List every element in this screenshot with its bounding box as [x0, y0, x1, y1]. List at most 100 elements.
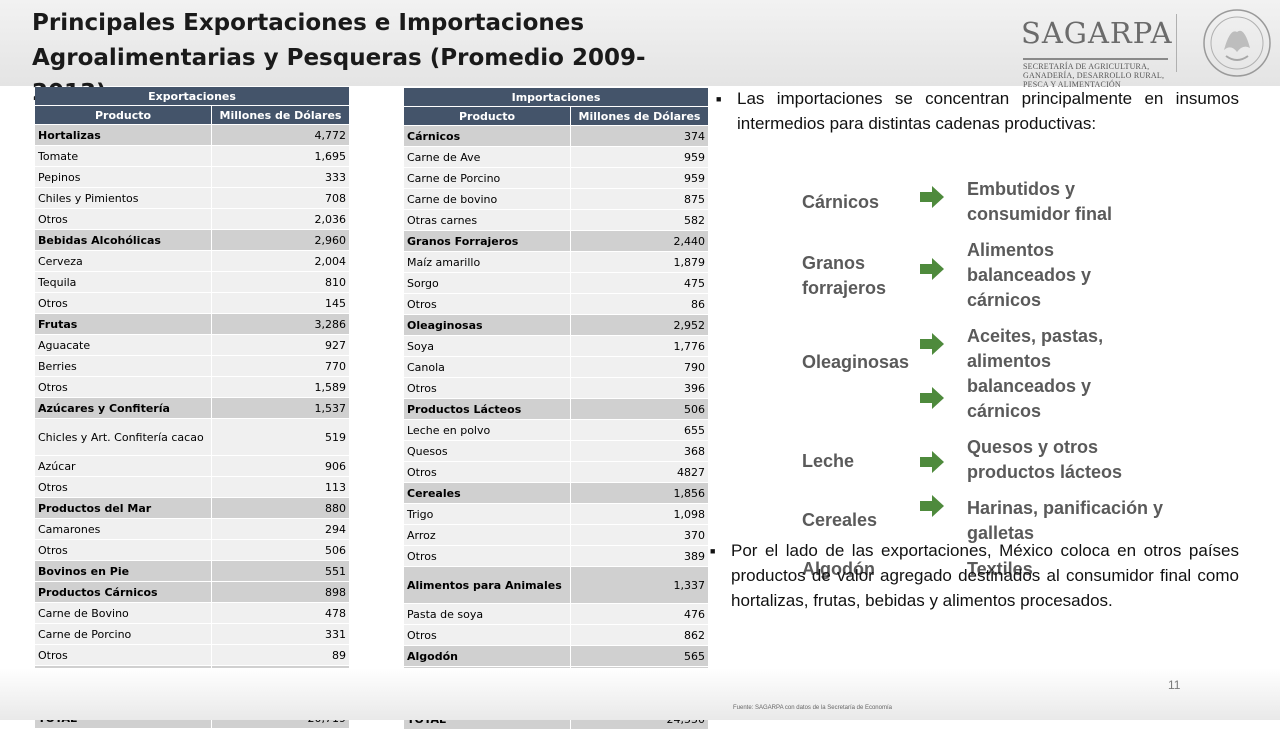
table-row: Algodón 565 [404, 645, 709, 667]
sagarpa-logo: SAGARPA SECRETARÍA DE AGRICULTURA, GANAD… [1015, 6, 1175, 89]
product-cell: Soya [404, 335, 571, 357]
table-row: Carne de Porcino 331 [35, 623, 350, 645]
value-cell: 396 [570, 377, 709, 399]
table-row: Azúcares y Confitería 1,537 [35, 397, 350, 419]
page-number: 11 [1168, 678, 1181, 692]
table-row: Arroz 370 [404, 524, 709, 546]
table-row: Frutas 3,286 [35, 313, 350, 335]
imports-col-product: Producto [404, 106, 571, 126]
table-row: Otros 396 [404, 377, 709, 399]
table-row: Bebidas Alcohólicas 2,960 [35, 229, 350, 251]
value-cell: 4827 [570, 461, 709, 483]
product-cell: Carne de bovino [404, 188, 571, 210]
table-row: Carne de Bovino 478 [35, 602, 350, 624]
chain-desc: Harinas, panificación y galletas [967, 498, 1164, 543]
product-cell: Otros [404, 461, 571, 483]
table-row: Cárnicos 374 [404, 125, 709, 147]
chain-label: Leche [802, 451, 855, 471]
bullet-square-icon: ■ [716, 94, 722, 104]
value-cell: 880 [211, 497, 350, 519]
value-cell: 1,695 [211, 145, 350, 167]
value-cell: 4,772 [211, 124, 350, 146]
table-row: Otros 4827 [404, 461, 709, 483]
product-cell: Arroz [404, 524, 571, 546]
value-cell: 2,960 [211, 229, 350, 251]
product-cell: Alimentos para Animales [404, 566, 571, 604]
right-arrow-icon [920, 451, 944, 473]
product-cell: Aguacate [35, 334, 212, 356]
product-cell: Hortalizas [35, 124, 212, 146]
imports-bullet-text: Las importaciones se concentran principa… [737, 89, 1239, 133]
product-cell: Chicles y Art. Confitería cacao [35, 418, 212, 456]
value-cell: 1,537 [211, 397, 350, 419]
table-row: Otros 113 [35, 476, 350, 498]
chain-desc: Embutidos y consumidor final [967, 179, 1113, 224]
table-row: Cereales 1,856 [404, 482, 709, 504]
footer-band [0, 668, 1280, 720]
value-cell: 1,856 [570, 482, 709, 504]
chain-label: Cereales [802, 510, 878, 530]
logo-wordmark: SAGARPA [1021, 16, 1173, 50]
value-cell: 506 [570, 398, 709, 420]
bullet-square-icon: ■ [710, 546, 716, 556]
product-cell: Quesos [404, 440, 571, 462]
value-cell: 145 [211, 292, 350, 314]
value-cell: 790 [570, 356, 709, 378]
value-cell: 113 [211, 476, 350, 498]
product-cell: Canola [404, 356, 571, 378]
exports-table: Exportaciones Producto Millones de Dólar… [35, 87, 350, 729]
product-cell: Tequila [35, 271, 212, 293]
chain-desc: Aceites, pastas, alimentos balanceados y… [967, 326, 1104, 421]
product-cell: Chiles y Pimientos [35, 187, 212, 209]
value-cell: 3,286 [211, 313, 350, 335]
imports-bullet: ■ Las importaciones se concentran princi… [716, 86, 1239, 136]
table-row: Granos Forrajeros 2,440 [404, 230, 709, 252]
chain-label: Oleaginosas [802, 352, 910, 372]
product-cell: Bovinos en Pie [35, 560, 212, 582]
value-cell: 1,098 [570, 503, 709, 525]
value-cell: 506 [211, 539, 350, 561]
table-row: Otros 506 [35, 539, 350, 561]
value-cell: 959 [570, 167, 709, 189]
value-cell: 476 [570, 603, 709, 625]
table-row: Otros 89 [35, 644, 350, 666]
table-row: Chicles y Art. Confitería cacao 519 [35, 418, 350, 456]
title-line-1: Principales Exportaciones e Importacione… [32, 10, 585, 36]
value-cell: 708 [211, 187, 350, 209]
value-cell: 810 [211, 271, 350, 293]
product-cell: Carne de Ave [404, 146, 571, 168]
table-row: Leche en polvo 655 [404, 419, 709, 441]
value-cell: 906 [211, 455, 350, 477]
logo-rule [1023, 58, 1168, 60]
value-cell: 475 [570, 272, 709, 294]
product-cell: Trigo [404, 503, 571, 525]
product-cell: Carne de Bovino [35, 602, 212, 624]
product-cell: Cárnicos [404, 125, 571, 147]
value-cell: 374 [570, 125, 709, 147]
product-cell: Tomate [35, 145, 212, 167]
table-row: Bovinos en Pie 551 [35, 560, 350, 582]
product-cell: Carne de Porcino [404, 167, 571, 189]
product-cell: Otros [35, 292, 212, 314]
product-cell: Azúcar [35, 455, 212, 477]
product-cell: Cereales [404, 482, 571, 504]
exports-bullet: ■ Por el lado de las exportaciones, Méxi… [710, 538, 1239, 613]
product-cell: Maíz amarillo [404, 251, 571, 273]
product-cell: Otros [35, 208, 212, 230]
value-cell: 333 [211, 166, 350, 188]
table-row: Carne de Ave 959 [404, 146, 709, 168]
table-row: Chiles y Pimientos 708 [35, 187, 350, 209]
table-row: Otros 389 [404, 545, 709, 567]
exports-bullet-text: Por el lado de las exportaciones, México… [731, 541, 1239, 610]
exports-title: Exportaciones [35, 87, 350, 106]
chain-desc: Textiles [967, 559, 1033, 579]
value-cell: 2,004 [211, 250, 350, 272]
value-cell: 551 [211, 560, 350, 582]
table-row: Carne de Porcino 959 [404, 167, 709, 189]
value-cell: 294 [211, 518, 350, 540]
product-cell: Algodón [404, 645, 571, 667]
value-cell: 89 [211, 644, 350, 666]
table-row: Canola 790 [404, 356, 709, 378]
product-cell: Camarones [35, 518, 212, 540]
chain-label: Cárnicos [802, 192, 880, 212]
